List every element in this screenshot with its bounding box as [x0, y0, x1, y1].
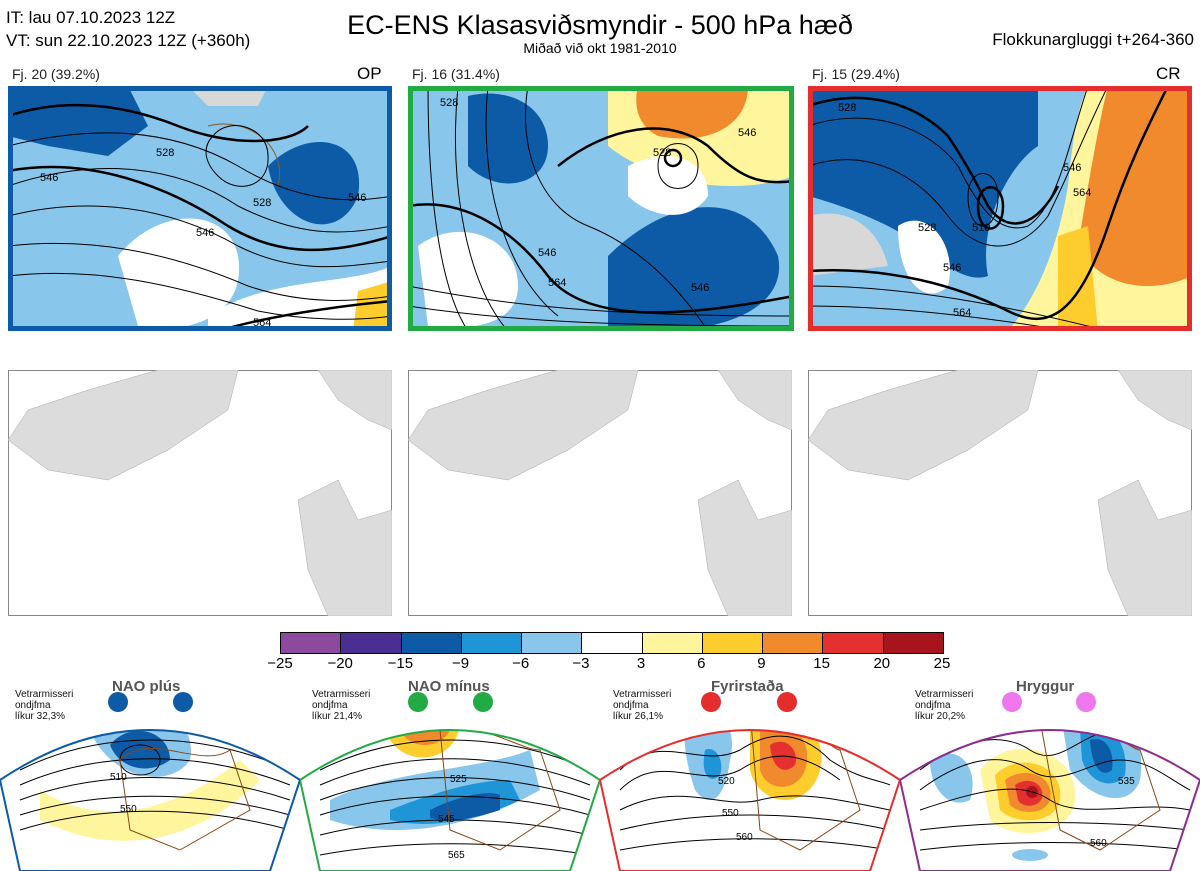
- valid-time: VT: sun 22.10.2023 12Z (+360h): [6, 31, 251, 50]
- cluster-3-contour-label: 546: [1063, 162, 1081, 174]
- regime-3-contour-label: 520: [718, 776, 735, 787]
- colorbar-swatch: [823, 633, 884, 653]
- page-subtitle: Miðað við okt 1981-2010: [523, 40, 677, 56]
- regime-2-contour-label: 545: [438, 814, 455, 825]
- regime-4-map: 505 535 560: [900, 692, 1200, 871]
- cluster-1-label: Fj. 20 (39.2%): [12, 66, 100, 82]
- cluster-2-contour-label: 564: [548, 277, 566, 289]
- colorbar-tick-label: −6: [512, 655, 530, 672]
- cluster-2-contour-label: 528: [440, 97, 458, 109]
- cluster-2-contour-label: 546: [738, 127, 756, 139]
- colorbar-swatch: [461, 633, 523, 653]
- regime-1-dot: [108, 692, 128, 712]
- regime-1-map: 510 550: [0, 692, 300, 871]
- regime-3-map: 520 550 560: [600, 692, 900, 871]
- colorbar-swatch: [281, 633, 342, 653]
- cluster-1-contour-label: 546: [40, 172, 58, 184]
- cluster-2-border: [408, 86, 794, 331]
- colorbar-tick-label: 20: [873, 655, 891, 672]
- colorbar-swatch: [401, 633, 462, 653]
- colorbar-tick-label: 9: [757, 655, 766, 672]
- cluster-3-contour-label: 564: [1073, 187, 1091, 199]
- window-label: Flokkunargluggi t+264-360: [992, 30, 1194, 49]
- cluster-3-contour-label: 510: [972, 222, 990, 234]
- regime-3-contour-label: 560: [736, 832, 753, 843]
- colorbar-swatch: [341, 633, 402, 653]
- colorbar-swatch: [702, 633, 764, 653]
- colorbar: [280, 632, 944, 654]
- regime-2-dot: [473, 692, 493, 712]
- regime-4-dot: [1002, 692, 1022, 712]
- colorbar-swatch: [522, 633, 583, 653]
- cluster-2-contour-label: 546: [691, 282, 709, 294]
- cluster-2-contour-label: 546: [538, 247, 556, 259]
- regime-2-contour-label: 565: [448, 850, 465, 861]
- regime-4-note: Vetrarmisseri ondjfma líkur 20,2%: [915, 689, 974, 722]
- cluster-1-tag: OP: [357, 64, 382, 83]
- regime-4-contour-label: 535: [1118, 776, 1135, 787]
- colorbar-tick-label: 25: [933, 655, 951, 672]
- blank-map-3: [808, 370, 1192, 616]
- regime-3-dot: [701, 692, 721, 712]
- cluster-1-contour-label: 528: [156, 147, 174, 159]
- header-times: IT: lau 07.10.2023 12Z VT: sun 22.10.202…: [6, 6, 250, 52]
- cluster-2-label: Fj. 16 (31.4%): [412, 66, 500, 82]
- cluster-3-contour-label: 546: [943, 262, 961, 274]
- cluster-3-map: 528 510 528 546 546 564 564: [808, 86, 1192, 331]
- regime-4-contour-label: 560: [1090, 838, 1107, 849]
- regime-3-note: Vetrarmisseri ondjfma líkur 26,1%: [613, 689, 672, 722]
- regime-2-note: Vetrarmisseri ondjfma líkur 21,4%: [312, 689, 371, 722]
- colorbar-swatch: [883, 633, 943, 653]
- cluster-3-tag: CR: [1156, 64, 1181, 83]
- colorbar-tick-label: 6: [697, 655, 706, 672]
- colorbar-tick-label: 15: [813, 655, 830, 672]
- colorbar-tick-label: −15: [387, 655, 414, 672]
- colorbar-tick-label: −20: [327, 655, 353, 672]
- cluster-3-contour-label: 528: [838, 102, 856, 114]
- regime-3-contour-label: 550: [722, 808, 739, 819]
- regime-1-contour-label: 550: [120, 804, 137, 815]
- cluster-1-map: 546 528 546 546 564 528: [8, 86, 392, 331]
- regime-3-dot: [777, 692, 797, 712]
- colorbar-swatch: [763, 633, 824, 653]
- regime-4-title: Hryggur: [1016, 678, 1075, 695]
- cluster-3-contour-label: 528: [918, 222, 936, 234]
- regime-3-title: Fyrirstaða: [711, 678, 784, 695]
- colorbar-swatch: [642, 633, 703, 653]
- cluster-3-label: Fj. 15 (29.4%): [812, 66, 900, 82]
- regime-1-dot: [173, 692, 193, 712]
- cluster-1-contour-label: 528: [253, 197, 271, 209]
- cluster-1-border: [8, 86, 392, 331]
- cluster-1-contour-label: 546: [348, 192, 366, 204]
- colorbar-tick-label: −3: [572, 655, 590, 672]
- colorbar-tick-label: −25: [267, 655, 293, 672]
- cluster-3-border: [808, 86, 1192, 331]
- colorbar-tick-label: 3: [636, 655, 646, 672]
- regime-1-note: Vetrarmisseri ondjfma líkur 32,3%: [15, 689, 74, 722]
- regime-1-contour-label: 510: [110, 772, 127, 783]
- regime-2-map: 525 545 565: [300, 692, 600, 871]
- page-title: EC-ENS Klasasviðsmyndir - 500 hPa hæð: [347, 10, 853, 40]
- regime-1-title: NAO plús: [112, 678, 181, 695]
- blank-map-2: [408, 370, 792, 616]
- colorbar-tick-label: −9: [451, 655, 470, 672]
- regime-2-contour-label: 525: [450, 774, 467, 785]
- colorbar-swatch: [582, 633, 643, 653]
- regime-4-dot: [1076, 692, 1096, 712]
- cluster-2-map: 528 528 546 546 564 546: [408, 86, 794, 331]
- cluster-2-contour-label: 528: [653, 147, 671, 159]
- cluster-1-contour-label: 546: [196, 227, 214, 239]
- blank-map-1: [8, 370, 392, 616]
- regime-2-title: NAO mínus: [408, 678, 490, 695]
- cluster-3-contour-label: 564: [953, 307, 971, 319]
- regime-2-dot: [408, 692, 428, 712]
- init-time: IT: lau 07.10.2023 12Z: [6, 8, 176, 27]
